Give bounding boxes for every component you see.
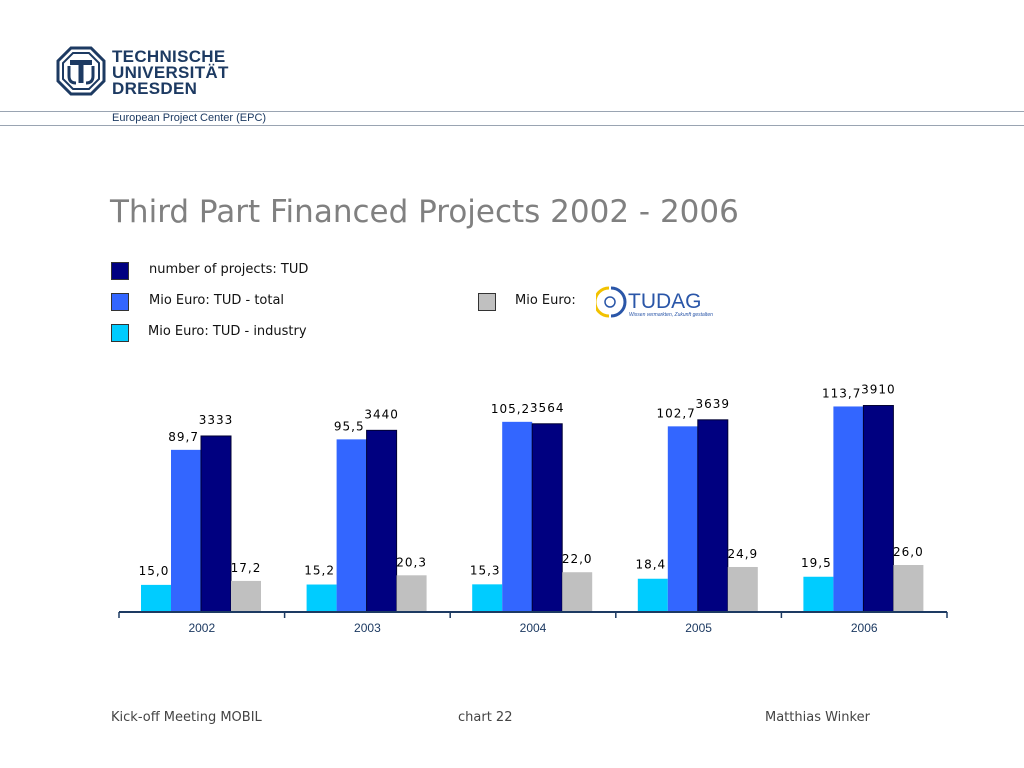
bar-mio-euro-2004 [562, 572, 593, 612]
x-tick-label-2002: 2002 [188, 621, 215, 635]
bar-mio-euro-tud-total-2004 [502, 421, 533, 612]
tudag-logo-icon: TUDAG Wissen vermarkten, Zukunft gestalt… [596, 286, 713, 318]
bar-mio-euro-tud-industry-2005 [637, 578, 668, 612]
legend-swatch-tudag [478, 293, 496, 311]
legend-swatch-tud-industry [111, 324, 129, 342]
x-tick-label-2006: 2006 [851, 621, 878, 635]
footer-event: Kick-off Meeting MOBIL [111, 710, 262, 725]
data-label-mio-euro-2002: 17,2 [231, 561, 262, 575]
footer-author: Matthias Winker [765, 710, 870, 725]
legend-label-tud-industry: Mio Euro: TUD - industry [148, 324, 307, 339]
slide-title: Third Part Financed Projects 2002 - 2006 [110, 194, 739, 230]
bar-number-of-projects-tud-2006 [862, 405, 894, 613]
data-label-mio-euro-tud-industry-2004: 15,3 [470, 563, 501, 577]
department-label: European Project Center (EPC) [112, 112, 267, 124]
legend-label-projects: number of projects: TUD [149, 262, 309, 277]
data-label-mio-euro-tud-total-2003: 95,5 [334, 419, 365, 433]
data-label-number-of-projects-tud-2005: 3639 [696, 397, 731, 411]
data-label-mio-euro-tud-industry-2003: 15,2 [304, 564, 335, 578]
bar-mio-euro-2002 [231, 580, 261, 612]
data-label-mio-euro-tud-total-2005: 102,7 [656, 406, 695, 420]
bar-mio-euro-tud-total-2006 [833, 406, 864, 612]
data-label-mio-euro-tud-total-2004: 105,2 [491, 402, 530, 416]
bar-number-of-projects-tud-2005 [697, 419, 729, 613]
tu-dresden-seal-icon [56, 46, 106, 96]
bar-number-of-projects-tud-2004 [531, 423, 563, 613]
data-label-number-of-projects-tud-2004: 3564 [530, 401, 565, 415]
university-name-line-1: TECHNISCHE [112, 47, 226, 66]
tudag-logo-tagline: Wissen vermarkten, Zukunft gestalten [629, 312, 713, 318]
legend-label-tud-total: Mio Euro: TUD - total [149, 293, 285, 308]
university-name-line-2: UNIVERSITÄT [112, 63, 229, 82]
data-label-mio-euro-2004: 22,0 [562, 552, 593, 566]
bar-number-of-projects-tud-2003 [366, 429, 398, 613]
x-tick-label-2003: 2003 [354, 621, 381, 635]
data-label-mio-euro-2006: 26,0 [893, 545, 924, 559]
bar-mio-euro-2006 [893, 565, 924, 612]
bar-mio-euro-tud-total-2005 [667, 426, 698, 612]
bar-mio-euro-tud-industry-2002 [141, 584, 171, 612]
data-label-mio-euro-tud-total-2002: 89,7 [168, 430, 199, 444]
legend-swatch-tud-total [111, 293, 129, 311]
bar-mio-euro-tud-industry-2003 [306, 584, 337, 612]
data-label-mio-euro-2005: 24,9 [727, 547, 758, 561]
x-tick-label-2004: 2004 [520, 621, 547, 635]
legend-label-tudag: Mio Euro: [515, 293, 576, 308]
data-label-mio-euro-tud-industry-2002: 15,0 [139, 564, 170, 578]
header-rule-bottom [0, 125, 1024, 126]
bar-mio-euro-2003 [396, 575, 427, 612]
legend-swatch-projects [111, 262, 129, 280]
bar-mio-euro-tud-total-2002 [171, 449, 201, 612]
data-label-mio-euro-tud-total-2006: 113,7 [822, 386, 861, 400]
data-label-number-of-projects-tud-2006: 3910 [861, 383, 896, 397]
data-label-number-of-projects-tud-2003: 3440 [364, 407, 399, 421]
footer-chart-number: chart 22 [458, 710, 513, 725]
data-label-number-of-projects-tud-2002: 3333 [199, 413, 234, 427]
bar-mio-euro-tud-industry-2006 [803, 576, 834, 612]
bar-mio-euro-tud-total-2003 [336, 439, 367, 612]
data-label-mio-euro-2003: 20,3 [396, 555, 427, 569]
university-name-line-3: DRESDEN [112, 79, 198, 98]
bar-mio-euro-2005 [727, 566, 758, 612]
x-tick-label-2005: 2005 [685, 621, 712, 635]
tudag-logo-name: TUDAG [628, 290, 702, 313]
header-rule-top [0, 111, 1024, 112]
data-label-mio-euro-tud-industry-2006: 19,5 [801, 556, 832, 570]
bar-mio-euro-tud-industry-2004 [472, 584, 503, 612]
data-label-mio-euro-tud-industry-2005: 18,4 [635, 558, 666, 572]
bar-number-of-projects-tud-2002 [200, 435, 232, 613]
